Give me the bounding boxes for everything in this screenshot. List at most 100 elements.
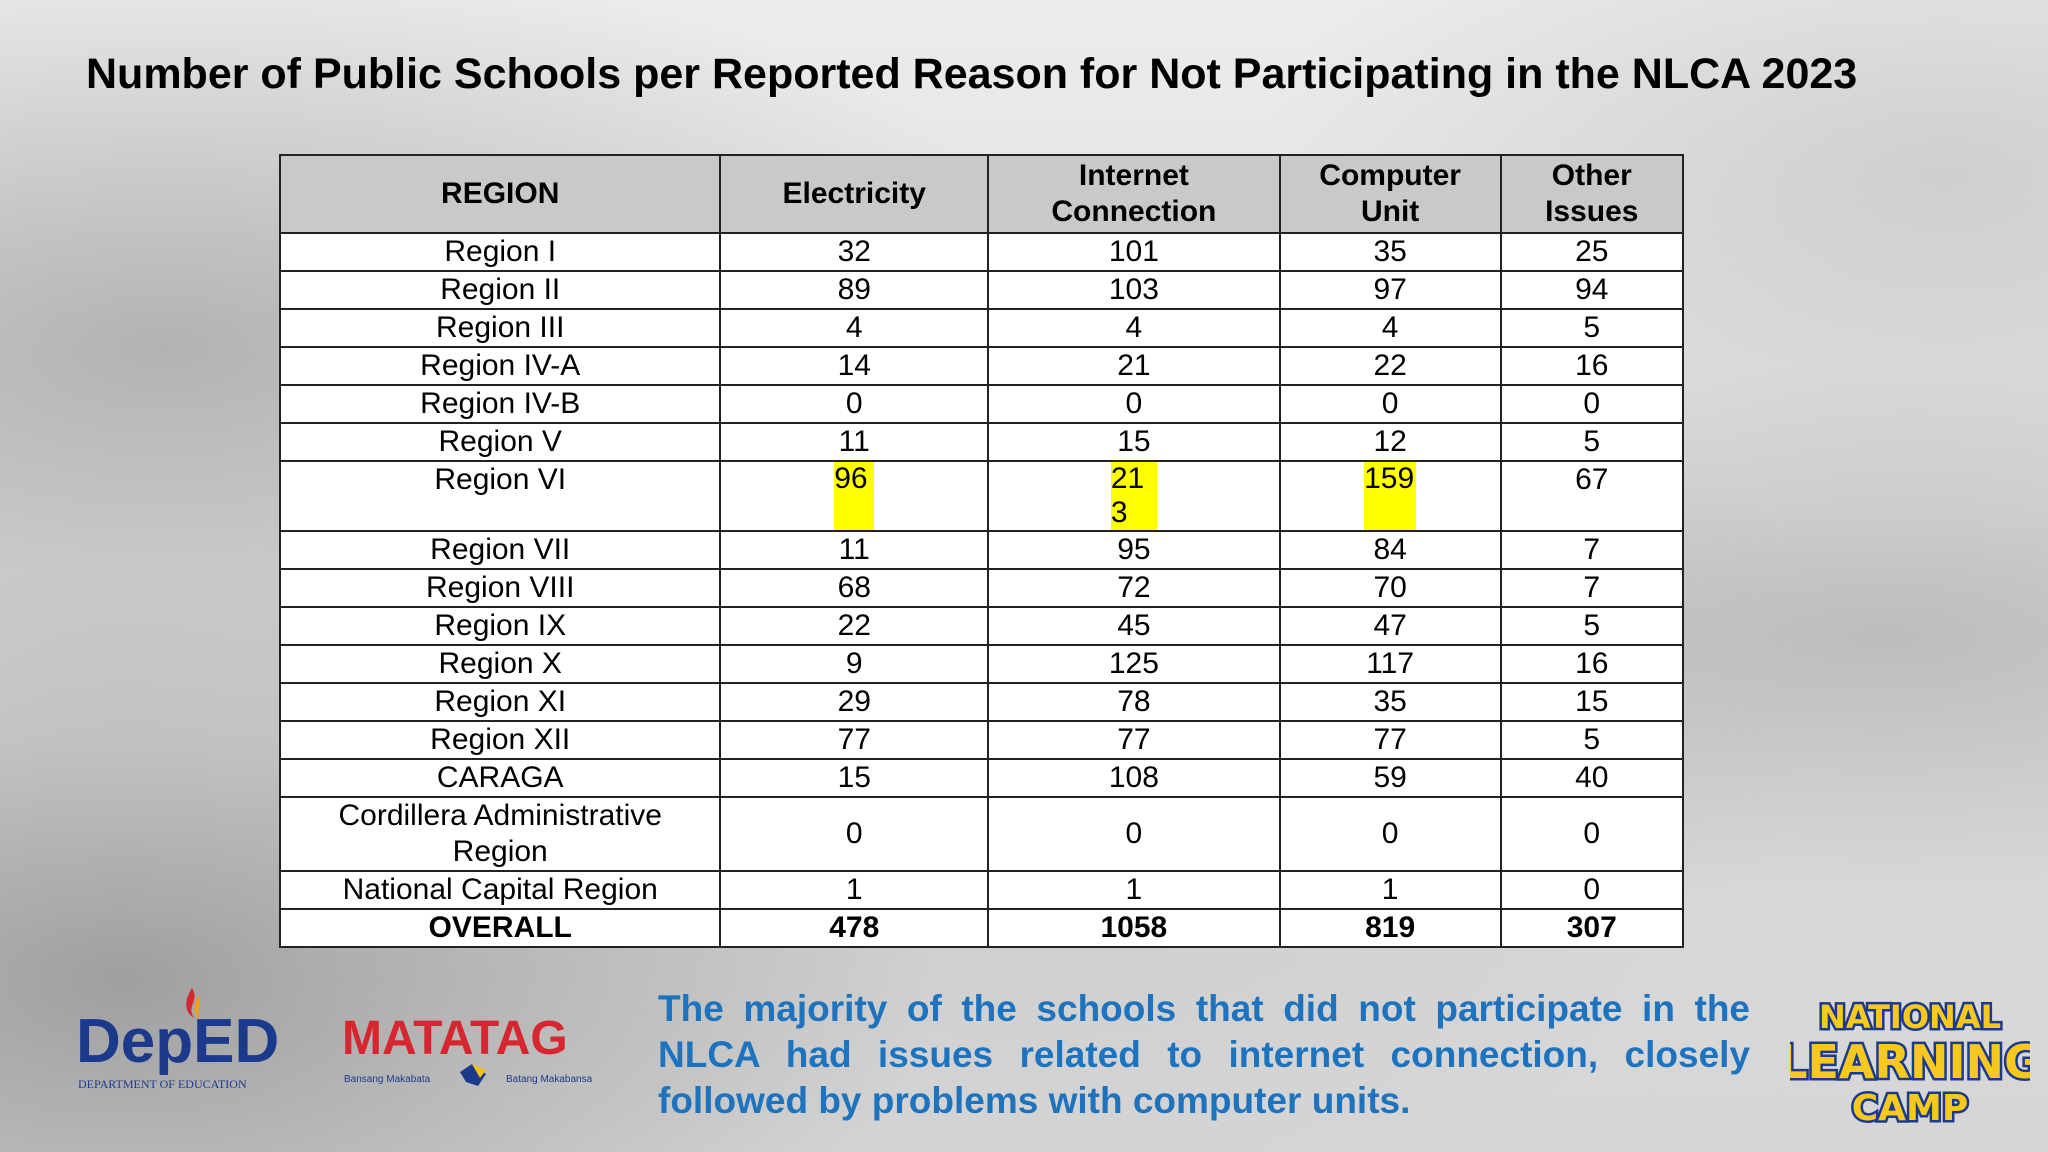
cell-region: Region I: [278, 232, 722, 272]
summary-note: The majority of the schools that did not…: [658, 988, 1750, 1121]
cell-computer: 22: [1278, 346, 1502, 386]
header-region: REGION: [278, 154, 722, 234]
national-learning-camp-logo: NATIONAL LEARNING CAMP: [1790, 996, 2030, 1132]
matatag-left-text: Bansang Makabata: [344, 1074, 431, 1085]
cell-electricity: 0: [719, 796, 990, 872]
nlc-line-1: NATIONAL: [1819, 998, 2001, 1036]
cell-region: Region X: [278, 644, 722, 684]
cell-region: Region V: [278, 422, 722, 462]
cell-internet: 4: [987, 308, 1281, 348]
cell-internet: 78: [987, 682, 1281, 722]
cell-internet: 1058: [987, 908, 1281, 948]
nlc-line-3: CAMP: [1852, 1088, 1969, 1129]
header-computer: Computer Unit: [1278, 154, 1502, 234]
cell-computer: 1: [1278, 870, 1502, 910]
table-header-row: REGION Electricity Internet Connection C…: [278, 154, 1685, 234]
cell-other: 16: [1499, 346, 1685, 386]
cell-computer: 35: [1278, 682, 1502, 722]
cell-region-label: Cordillera Administrative Region: [338, 799, 662, 868]
cell-internet: 0: [987, 384, 1281, 424]
nlc-line-2: LEARNING: [1790, 1035, 2030, 1089]
cell-internet: 45: [987, 606, 1281, 646]
cell-other: 94: [1499, 270, 1685, 310]
highlighted-value: 213: [1110, 462, 1157, 530]
cell-region: National Capital Region: [278, 870, 722, 910]
cell-region: Region III: [278, 308, 722, 348]
cell-region: Cordillera Administrative Region: [278, 796, 722, 872]
cell-computer: 84: [1278, 530, 1502, 570]
cell-electricity: 1: [719, 870, 990, 910]
data-table: REGION Electricity Internet Connection C…: [278, 154, 1685, 948]
cell-internet: 77: [987, 720, 1281, 760]
cell-computer: 97: [1278, 270, 1502, 310]
cell-other: 307: [1499, 908, 1685, 948]
table-row: Region III 4 4 4 5: [278, 308, 1685, 348]
cell-other: 0: [1499, 796, 1685, 872]
deped-logo: DepED DEPARTMENT OF EDUCATION: [76, 988, 279, 1091]
header-internet: Internet Connection: [987, 154, 1281, 234]
cell-other: 5: [1499, 422, 1685, 462]
cell-region: Region XI: [278, 682, 722, 722]
cell-electricity: 4: [719, 308, 990, 348]
cell-other: 25: [1499, 232, 1685, 272]
cell-electricity: 89: [719, 270, 990, 310]
header-electricity: Electricity: [719, 154, 990, 234]
table-row: National Capital Region 1 1 1 0: [278, 870, 1685, 910]
cell-other: 5: [1499, 720, 1685, 760]
cell-electricity: 68: [719, 568, 990, 608]
table-row: Region XII 77 77 77 5: [278, 720, 1685, 760]
cell-other: 40: [1499, 758, 1685, 798]
cell-electricity: 15: [719, 758, 990, 798]
cell-other: 0: [1499, 870, 1685, 910]
header-other-label: Other Issues: [1545, 159, 1639, 228]
cell-electricity: 11: [719, 530, 990, 570]
cell-internet: 95: [987, 530, 1281, 570]
matatag-logo: MATATAG Bansang Makabata Batang Makabans…: [342, 1012, 593, 1086]
matatag-right-text: Batang Makabansa: [506, 1074, 593, 1085]
cell-computer: 819: [1278, 908, 1502, 948]
deped-logo-subtext: DEPARTMENT OF EDUCATION: [78, 1077, 247, 1091]
cell-electricity: 29: [719, 682, 990, 722]
cell-region: Region II: [278, 270, 722, 310]
matatag-logo-text: MATATAG: [342, 1012, 568, 1065]
cell-electricity: 77: [719, 720, 990, 760]
table-row-overall: OVERALL 478 1058 819 307: [278, 908, 1685, 948]
cell-other: 7: [1499, 530, 1685, 570]
highlighted-value: 96: [834, 462, 875, 530]
table-row: Region IV-B 0 0 0 0: [278, 384, 1685, 424]
cell-computer: 117: [1278, 644, 1502, 684]
cell-electricity: 0: [719, 384, 990, 424]
cell-region: Region IV-A: [278, 346, 722, 386]
cell-region: Region VI: [278, 460, 722, 532]
page-title: Number of Public Schools per Reported Re…: [86, 50, 1858, 98]
cell-electricity: 9: [719, 644, 990, 684]
cell-computer: 70: [1278, 568, 1502, 608]
cell-internet: 72: [987, 568, 1281, 608]
table-row: CARAGA 15 108 59 40: [278, 758, 1685, 798]
cell-internet: 103: [987, 270, 1281, 310]
cell-electricity: 32: [719, 232, 990, 272]
table-row: Region V 11 15 12 5: [278, 422, 1685, 462]
cell-other: 7: [1499, 568, 1685, 608]
cell-other: 15: [1499, 682, 1685, 722]
cell-computer: 47: [1278, 606, 1502, 646]
cell-other: 5: [1499, 606, 1685, 646]
cell-internet: 21: [987, 346, 1281, 386]
header-computer-label: Computer Unit: [1319, 159, 1461, 228]
cell-electricity: 14: [719, 346, 990, 386]
table-row: Region X 9 125 117 16: [278, 644, 1685, 684]
table-row: Region XI 29 78 35 15: [278, 682, 1685, 722]
cell-computer: 159: [1278, 460, 1502, 532]
header-other: Other Issues: [1499, 154, 1685, 234]
cell-internet: 1: [987, 870, 1281, 910]
cell-region: OVERALL: [278, 908, 722, 948]
table-row: Region VIII 68 72 70 7: [278, 568, 1685, 608]
table-row: Region IX 22 45 47 5: [278, 606, 1685, 646]
cell-region: Region VII: [278, 530, 722, 570]
cell-internet: 0: [987, 796, 1281, 872]
table-row-highlighted: Region VI 96 213 159 67: [278, 460, 1685, 532]
cell-other: 67: [1499, 460, 1685, 532]
cell-computer: 12: [1278, 422, 1502, 462]
cell-internet: 15: [987, 422, 1281, 462]
highlighted-value: 159: [1364, 462, 1417, 530]
